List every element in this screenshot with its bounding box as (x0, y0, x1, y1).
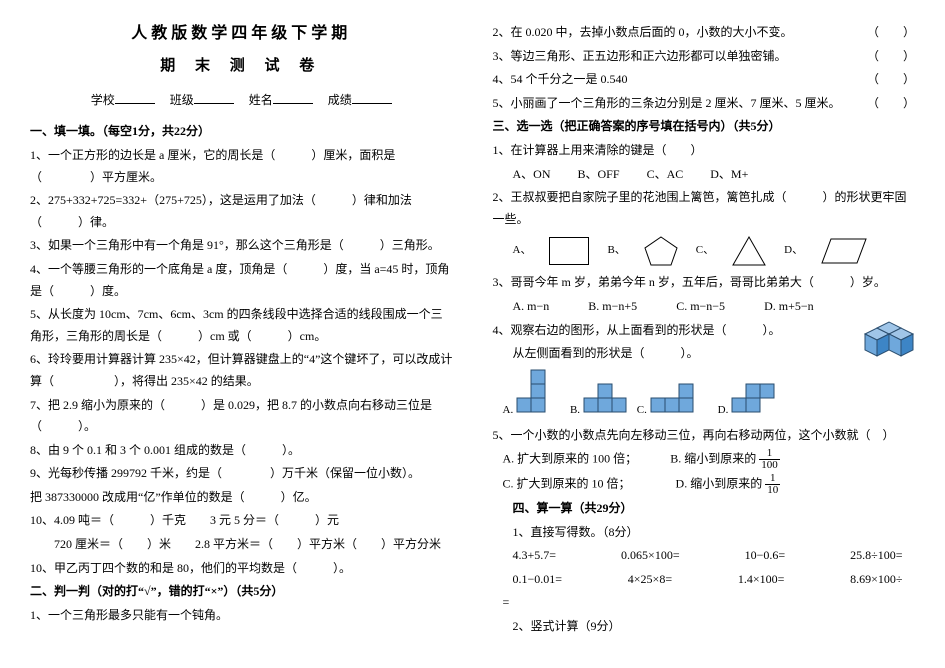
title: 人教版数学四年级下学期 (30, 20, 453, 49)
q3-4-opt-c: C. (637, 383, 708, 421)
q1-2: 2、275+332+725=332+（275+725），这是运用了加法（ ）律和… (30, 190, 453, 233)
student-info: 学校 班级 姓名 成绩 (30, 90, 453, 112)
q3-5a: A. 扩大到原来的 100 倍； (503, 451, 632, 465)
subtitle: 期 末 测 试 卷 (30, 53, 453, 80)
triangle-icon (732, 236, 766, 266)
q3-4-opt-b: B. (570, 369, 627, 421)
calc-1d: 25.8÷100= (850, 545, 902, 567)
name-blank (273, 91, 313, 104)
q3-1-d: D、M+ (710, 167, 748, 181)
q3-1-a: A、ON (513, 167, 551, 181)
sec4-sub1: 1、直接写得数。（8分） (513, 522, 916, 544)
q3-2-c-label: C、 (696, 241, 714, 261)
q3-4-options: A. B. C. D. (503, 369, 916, 421)
class-label: 班级 (170, 93, 194, 107)
q3-3: 3、哥哥今年 m 岁，弟弟今年 n 岁，五年后，哥哥比弟弟大（ ）岁。 (493, 272, 916, 294)
q1-5: 5、从长度为 10cm、7cm、6cm、3cm 的四条线段中选择合适的线段围成一… (30, 304, 453, 347)
calc-2b: 4×25×8= (628, 569, 672, 591)
score-label: 成绩 (328, 93, 352, 107)
q2-2: 2、在 0.020 中，去掉小数点后面的 0，小数的大小不变。（ ） (493, 22, 916, 44)
q3-4b: 从左侧面看到的形状是（ ）。 (513, 343, 916, 365)
school-label: 学校 (91, 93, 115, 107)
q1-6: 6、玲玲要用计算器计算 235×42，但计算器键盘上的“4”这个键坏了，可以改成… (30, 349, 453, 392)
q3-4a-text: 4、观察右边的图形，从上面看到的形状是（ ）。 (493, 323, 781, 337)
q2-3: 3、等边三角形、正五边形和正六边形都可以单独密铺。（ ） (493, 46, 916, 68)
calc-1b: 0.065×100= (621, 545, 680, 567)
q3-5c: C. 扩大到原来的 10 倍； (503, 476, 625, 490)
pentagon-icon (644, 236, 678, 266)
shape-c-icon (650, 383, 708, 413)
q2-1: 1、一个三角形最多只能有一个钝角。 (30, 605, 453, 627)
shape-b-icon (583, 369, 627, 413)
q3-2-shapes: A、 B、 C、 D、 (513, 236, 916, 266)
class-blank (194, 91, 234, 104)
opt-c-label: C. (637, 404, 647, 416)
calc-1a: 4.3+5.7= (513, 545, 557, 567)
rectangle-icon (549, 237, 589, 265)
section-1-title: 一、填一填。（每空1分，共22分） (30, 121, 453, 143)
q3-4-opt-d: D. (718, 383, 775, 421)
q1-11: 10、甲乙丙丁四个数的和是 80，他们的平均数是（ ）。 (30, 558, 453, 580)
calc-2a: 0.1−0.01= (513, 569, 563, 591)
parallelogram-icon (821, 238, 867, 264)
q3-3-c: C. m−n−5 (676, 299, 725, 313)
section-4-title: 四、算一算（共29分） (513, 498, 916, 520)
school-blank (115, 91, 155, 104)
q1-10b: 720 厘米＝（ ）米 2.8 平方米＝（ ）平方米（ ）平方分米 (30, 534, 453, 556)
q3-3-d: D. m+5−n (764, 299, 814, 313)
calc-row-2: 0.1−0.01= 4×25×8= 1.4×100= 8.69×100÷ (513, 569, 903, 591)
q3-5-ab: A. 扩大到原来的 100 倍； B. 缩小到原来的 1100 (503, 448, 916, 471)
q1-3: 3、如果一个三角形中有一个角是 91°，那么这个三角形是（ ）三角形。 (30, 235, 453, 257)
q1-4: 4、一个等腰三角形的一个底角是 a 度，顶角是（ ）度，当 a=45 时，顶角是… (30, 259, 453, 302)
q2-1-text: 1、一个三角形最多只能有一个钝角。 (30, 608, 228, 622)
name-label: 姓名 (249, 93, 273, 107)
frac-1-10: 110 (765, 473, 780, 496)
frac-1-100: 1100 (759, 448, 780, 471)
q1-8: 8、由 9 个 0.1 和 3 个 0.001 组成的数是（ ）。 (30, 440, 453, 462)
q3-3-opts: A. m−n B. m−n+5 C. m−n−5 D. m+5−n (513, 296, 916, 318)
shape-d-icon (731, 383, 775, 413)
q3-2-d-label: D、 (784, 241, 803, 261)
opt-b-label: B. (570, 404, 580, 416)
q1-10a: 10、4.09 吨＝（ ）千克 3 元 5 分＝（ ）元 (30, 510, 453, 532)
q1-1: 1、一个正方形的边长是 a 厘米，它的周长是（ ）厘米，面积是（ ）平方厘米。 (30, 145, 453, 188)
calc-1c: 10−0.6= (745, 545, 786, 567)
q3-4a: 4、观察右边的图形，从上面看到的形状是（ ）。 (493, 320, 916, 342)
score-blank (352, 91, 392, 104)
q3-3-b: B. m−n+5 (588, 299, 637, 313)
opt-d-label: D. (718, 404, 729, 416)
q3-4-opt-a: A. (503, 369, 560, 421)
opt-a-label: A. (503, 404, 514, 416)
calc-eq: = (503, 592, 916, 614)
q3-1-opts: A、ON B、OFF C、AC D、M+ (513, 164, 916, 186)
q3-3-a: A. m−n (513, 299, 550, 313)
cube-3d-icon (859, 316, 915, 360)
q2-4: 4、54 个千分之一是 0.540（ ） (493, 69, 916, 91)
q3-5-cd: C. 扩大到原来的 10 倍； D. 缩小到原来的 110 (503, 473, 916, 496)
section-2-title: 二、判一判（对的打“√”，错的打“×”）（共5分） (30, 581, 453, 603)
q1-9b: 把 387330000 改成用“亿”作单位的数是（ ）亿。 (30, 487, 453, 509)
q3-2: 2、王叔叔要把自家院子里的花池围上篱笆，篱笆扎成（ ）的形状更牢固一些。 (493, 187, 916, 230)
q1-7: 7、把 2.9 缩小为原来的（ ）是 0.029，把 8.7 的小数点向右移动三… (30, 395, 453, 438)
q3-5b: B. 缩小到原来的 (670, 451, 756, 465)
calc-2d: 8.69×100÷ (850, 569, 902, 591)
q2-4-text: 4、54 个千分之一是 0.540 (493, 72, 628, 86)
q3-2-b-label: B、 (607, 241, 625, 261)
shape-a-icon (516, 369, 560, 413)
q3-1-c: C、AC (647, 167, 684, 181)
q1-9a: 9、光每秒传播 299792 千米，约是（ ）万千米（保留一位小数）。 (30, 463, 453, 485)
q3-5: 5、一个小数的小数点先向左移动三位，再向右移动两位，这个小数就（ ） (493, 425, 916, 447)
q2-5-text: 5、小丽画了一个三角形的三条边分别是 2 厘米、7 厘米、5 厘米。 (493, 96, 841, 110)
q3-2-a-label: A、 (513, 241, 532, 261)
section-3-title: 三、选一选（把正确答案的序号填在括号内）（共5分） (493, 116, 916, 138)
calc-row-1: 4.3+5.7= 0.065×100= 10−0.6= 25.8÷100= (513, 545, 903, 567)
q3-5d: D. 缩小到原来的 (676, 476, 763, 490)
q2-3-text: 3、等边三角形、正五边形和正六边形都可以单独密铺。 (493, 49, 787, 63)
q2-2-text: 2、在 0.020 中，去掉小数点后面的 0，小数的大小不变。 (493, 25, 793, 39)
q2-5: 5、小丽画了一个三角形的三条边分别是 2 厘米、7 厘米、5 厘米。（ ） (493, 93, 916, 115)
calc-2c: 1.4×100= (738, 569, 785, 591)
sec4-sub2: 2、竖式计算（9分） (513, 616, 916, 638)
q3-1-b: B、OFF (578, 167, 620, 181)
q3-1: 1、在计算器上用来清除的键是（ ） (493, 140, 916, 162)
